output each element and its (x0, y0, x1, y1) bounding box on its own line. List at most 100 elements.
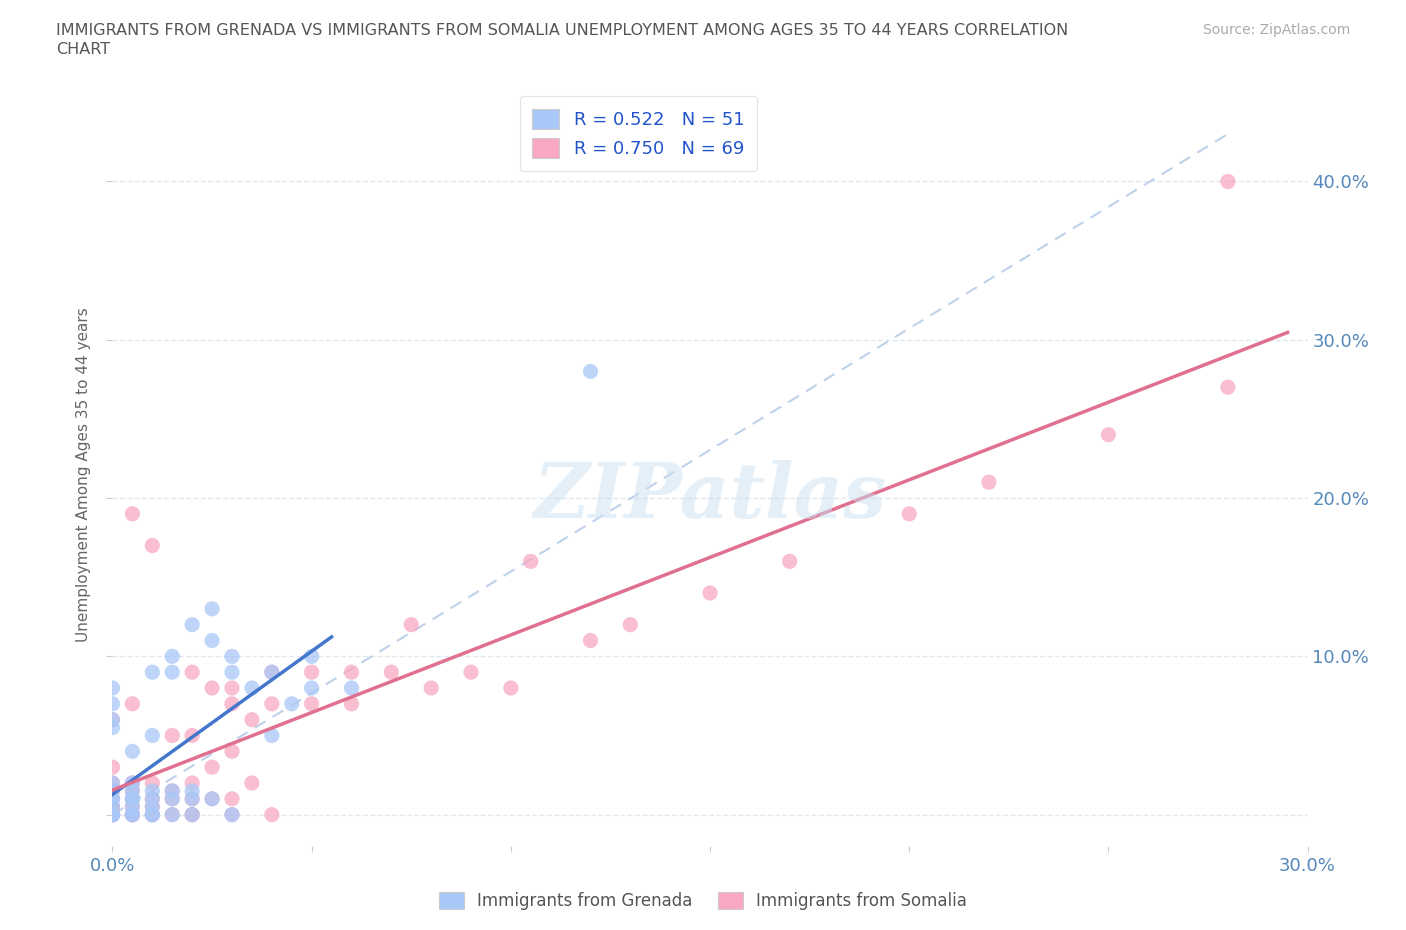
Point (121, 744, 143, 759)
Point (260, 807, 283, 822)
Point (162, 807, 183, 822)
Point (579, 633, 602, 648)
Point (181, 807, 204, 822)
Point (141, 799, 163, 814)
Point (1097, 427, 1119, 442)
Point (121, 799, 143, 814)
Point (121, 807, 143, 822)
Point (301, 665, 323, 680)
Point (181, 807, 204, 822)
Point (201, 633, 224, 648)
Point (281, 697, 304, 711)
Text: ZIPatlas: ZIPatlas (533, 459, 887, 534)
Point (340, 665, 363, 680)
Text: CHART: CHART (56, 42, 110, 57)
Point (221, 649, 243, 664)
Point (141, 799, 163, 814)
Point (221, 807, 243, 822)
Point (201, 791, 224, 806)
Point (101, 799, 124, 814)
Point (380, 665, 402, 680)
Point (260, 665, 283, 680)
Legend: Immigrants from Grenada, Immigrants from Somalia: Immigrants from Grenada, Immigrants from… (433, 885, 973, 917)
Point (779, 554, 801, 569)
Point (141, 807, 163, 822)
Point (699, 586, 721, 601)
Point (240, 776, 263, 790)
Point (141, 783, 163, 798)
Point (121, 507, 143, 522)
Point (1216, 174, 1239, 189)
Point (121, 697, 143, 711)
Point (240, 712, 263, 727)
Point (121, 783, 143, 798)
Point (499, 681, 522, 696)
Point (221, 665, 243, 680)
Point (162, 807, 183, 822)
Point (340, 681, 363, 696)
Point (260, 697, 283, 711)
Point (162, 665, 183, 680)
Point (162, 791, 183, 806)
Point (101, 712, 124, 727)
Point (101, 697, 124, 711)
Point (101, 681, 124, 696)
Y-axis label: Unemployment Among Ages 35 to 44 years: Unemployment Among Ages 35 to 44 years (76, 307, 91, 642)
Point (141, 791, 163, 806)
Point (101, 720, 124, 735)
Point (420, 681, 443, 696)
Point (141, 665, 163, 680)
Point (221, 697, 243, 711)
Point (898, 507, 921, 522)
Point (221, 807, 243, 822)
Point (101, 791, 124, 806)
Point (340, 697, 363, 711)
Point (181, 728, 204, 743)
Point (221, 744, 243, 759)
Point (162, 649, 183, 664)
Legend: R = 0.522   N = 51, R = 0.750   N = 69: R = 0.522 N = 51, R = 0.750 N = 69 (520, 97, 756, 170)
Point (141, 728, 163, 743)
Point (101, 712, 124, 727)
Point (121, 807, 143, 822)
Point (141, 776, 163, 790)
Point (121, 799, 143, 814)
Point (121, 807, 143, 822)
Point (181, 776, 204, 790)
Point (181, 791, 204, 806)
Point (240, 681, 263, 696)
Point (101, 807, 124, 822)
Point (301, 697, 323, 711)
Point (1216, 379, 1239, 394)
Point (162, 783, 183, 798)
Point (181, 665, 204, 680)
Point (101, 807, 124, 822)
Point (181, 791, 204, 806)
Point (101, 807, 124, 822)
Point (221, 681, 243, 696)
Point (181, 807, 204, 822)
Point (101, 783, 124, 798)
Point (121, 776, 143, 790)
Point (201, 760, 224, 775)
Point (101, 791, 124, 806)
Point (260, 728, 283, 743)
Point (101, 807, 124, 822)
Point (101, 783, 124, 798)
Point (141, 791, 163, 806)
Point (101, 807, 124, 822)
Point (520, 554, 543, 569)
Point (101, 807, 124, 822)
Point (201, 791, 224, 806)
Point (181, 783, 204, 798)
Point (141, 807, 163, 822)
Point (201, 602, 224, 617)
Point (121, 783, 143, 798)
Point (101, 791, 124, 806)
Point (101, 760, 124, 775)
Point (121, 791, 143, 806)
Point (101, 807, 124, 822)
Point (141, 807, 163, 822)
Point (101, 799, 124, 814)
Point (260, 665, 283, 680)
